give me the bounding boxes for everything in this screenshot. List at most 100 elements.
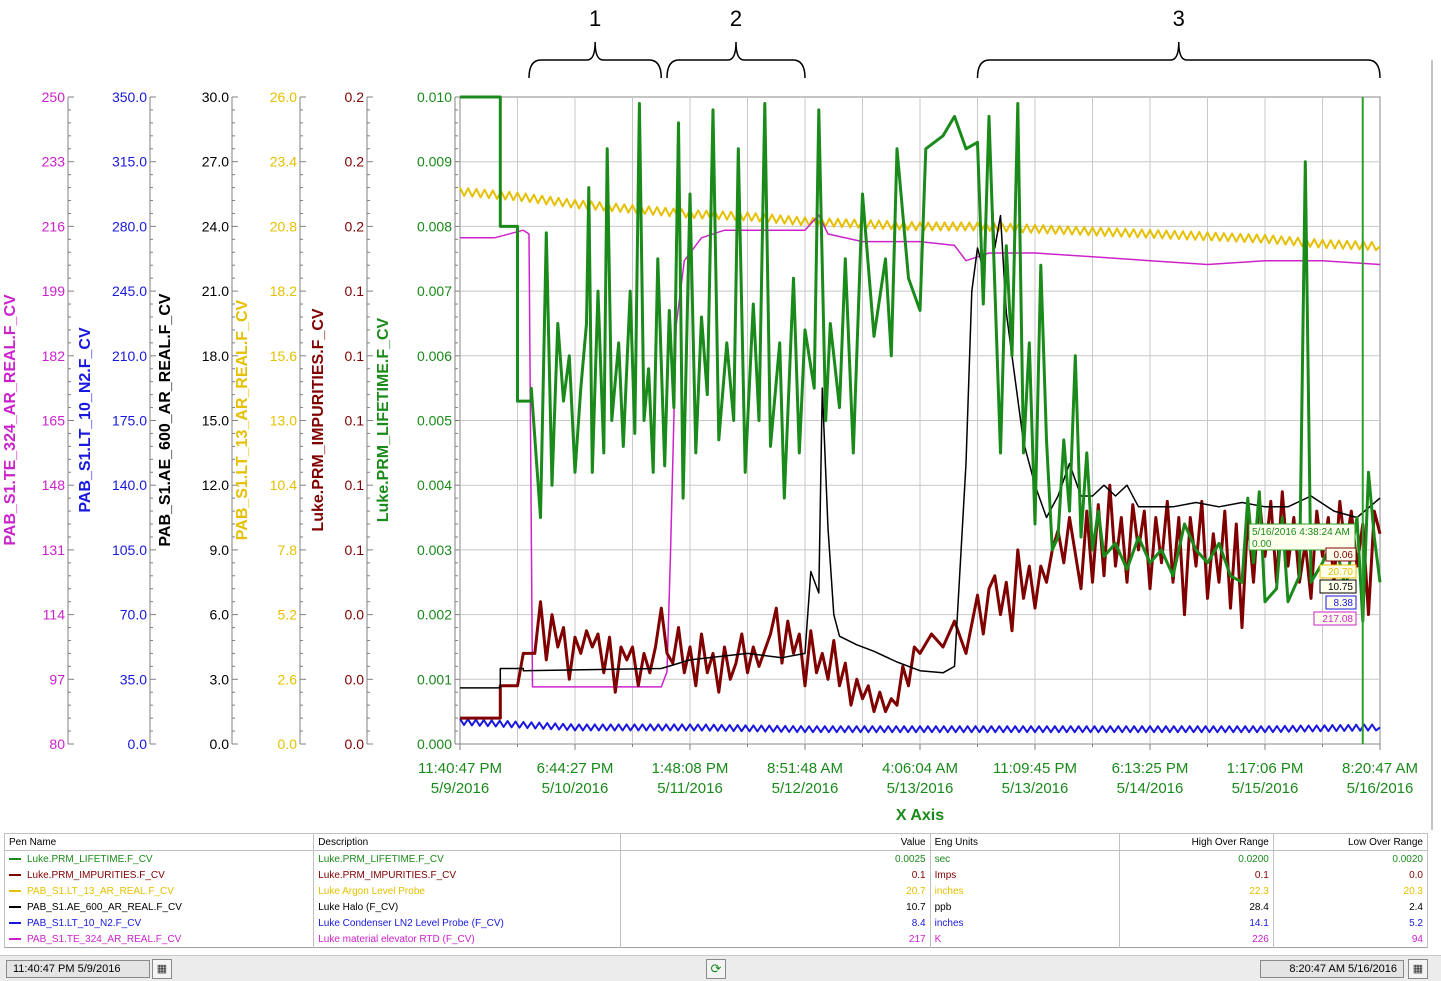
y-tick-label: 0.1 (345, 542, 365, 558)
pen-name: PAB_S1.LT_10_N2.F_CV (3, 915, 315, 931)
header-eng-units[interactable]: Eng Units (929, 833, 1120, 851)
pen-low-over-range-text: 2.4 (1409, 901, 1423, 913)
pen-eng-units: ppb (929, 899, 1120, 915)
y-tick-label: 165 (42, 413, 66, 429)
pen-description-text: Luke.PRM_LIFETIME.F_CV (318, 853, 444, 865)
y-tick-label: 6.0 (210, 607, 230, 623)
y-tick-label: 0.2 (345, 218, 365, 234)
pen-eng-units: sec (929, 850, 1120, 867)
pen-row[interactable]: PAB_S1.LT_10_N2.F_CV Luke Condenser LN2 L… (3, 915, 1429, 931)
y-tick-label: 35.0 (120, 671, 147, 687)
y-tick-label: 0.006 (417, 348, 452, 364)
pen-value-text: 20.7 (906, 885, 926, 897)
pen-eng-units-text: ppb (934, 901, 952, 913)
header-value[interactable]: Value (620, 833, 931, 851)
region-bracket (976, 41, 1381, 79)
pen-low-over-range-text: 0.0 (1409, 869, 1423, 881)
pen-eng-units-text: inches (934, 917, 964, 929)
end-time-box[interactable]: 8:20:47 AM 5/16/2016 (1260, 960, 1404, 978)
header-description[interactable]: Description (313, 833, 622, 851)
pen-low-over-range-text: 20.3 (1403, 885, 1423, 897)
end-calendar-icon[interactable]: ▦ (1408, 959, 1428, 979)
y-axis-title: Luke.PRM_LIFETIME.F_CV (375, 317, 392, 522)
y-tick-label: 0.005 (417, 413, 452, 429)
region-label: 1 (589, 6, 601, 31)
x-tick-label-time: 8:20:47 AM (1342, 760, 1418, 777)
cursor-value-label: 0.00 (1252, 539, 1272, 550)
y-tick-label: 0.2 (345, 154, 365, 170)
pen-row[interactable]: PAB_S1.AE_600_AR_REAL.F_CV Luke Halo (F_C… (3, 899, 1429, 915)
x-tick-label-date: 5/13/2016 (887, 780, 954, 797)
pen-eng-units-text: inches (934, 885, 964, 897)
x-tick-label-time: 6:44:27 PM (537, 760, 614, 777)
x-axis-title: X Axis (896, 807, 944, 824)
y-tick-label: 97 (49, 671, 65, 687)
y-tick-label: 5.2 (278, 607, 298, 623)
y-tick-label: 0.2 (345, 89, 365, 105)
annotations: 1 2 3 (528, 6, 1381, 79)
pen-high-over-range-text: 14.1 (1249, 917, 1269, 929)
pen-high-over-range: 28.4 (1118, 899, 1274, 915)
x-tick-label-date: 5/12/2016 (772, 780, 839, 797)
plot-grid (459, 60, 1433, 830)
start-time-box[interactable]: 11:40:47 PM 5/9/2016 (6, 960, 150, 978)
y-tick-label: 3.0 (210, 671, 230, 687)
header-low-over-range[interactable]: Low Over Range (1272, 833, 1429, 851)
pen-row[interactable]: Luke.PRM_LIFETIME.F_CV Luke.PRM_LIFETIME.… (3, 850, 1429, 867)
pen-high-over-range: 22.3 (1118, 883, 1274, 899)
pen-high-over-range-text: 226 (1252, 933, 1269, 945)
y-axis-title: PAB_S1.TE_324_AR_REAL.F_CV (2, 294, 19, 546)
y-tick-label: 0.1 (345, 477, 365, 493)
pen-eng-units-text: Imps (934, 869, 957, 881)
region-label: 2 (730, 6, 742, 31)
y-tick-label: 350.0 (112, 89, 147, 105)
cursor[interactable]: 5/16/2016 4:38:24 AM0.00 0.06 20.70 10.75 8.… (1248, 97, 1364, 744)
series-line (459, 718, 1381, 734)
y-axis-title: PAB_S1.LT_13_AR_REAL.F_CV (234, 299, 251, 540)
x-tick-label-time: 11:09:45 PM (993, 760, 1077, 777)
pen-color-swatch (9, 905, 21, 908)
x-tick-label-date: 5/15/2016 (1232, 780, 1299, 797)
y-tick-label: 2.6 (278, 671, 298, 687)
start-calendar-icon[interactable]: ▦ (152, 959, 172, 979)
pen-eng-units: inches (929, 915, 1120, 931)
y-tick-label: 27.0 (202, 154, 229, 170)
pen-value: 10.7 (620, 899, 931, 915)
pen-description-text: Luke material elevator RTD (F_CV) (318, 933, 475, 945)
pen-description-text: Luke Halo (F_CV) (318, 901, 399, 913)
pen-row[interactable]: Luke.PRM_IMPURITIES.F_CV Luke.PRM_IMPURIT… (3, 867, 1429, 883)
pen-row[interactable]: PAB_S1.TE_324_AR_REAL.F_CV Luke material … (3, 931, 1429, 948)
header-high-over-range[interactable]: High Over Range (1118, 833, 1274, 851)
y-tick-label: 105.0 (112, 542, 147, 558)
pen-description-text: Luke Condenser LN2 Level Probe (F_CV) (318, 917, 504, 929)
pen-description: Luke Halo (F_CV) (313, 899, 622, 915)
x-axis: 11:40:47 PM 5/9/2016 6:44:27 PM 5/10/2016 1:… (418, 744, 1418, 824)
cursor-time-label: 5/16/2016 4:38:24 AM (1252, 527, 1350, 538)
y-axes: 250 233 216 199 182 165 148 131 114 97 80 PAB_S1.TE… (2, 89, 461, 752)
y-tick-label: 0.010 (417, 89, 452, 105)
y-tick-label: 70.0 (120, 607, 147, 623)
y-axis-title: PAB_S1.LT_10_N2.F_CV (77, 327, 94, 513)
trend-chart[interactable]: 250 233 216 199 182 165 148 131 114 97 80 PAB_S1.TE… (0, 0, 1441, 830)
series-line (460, 214, 1381, 688)
pen-row[interactable]: PAB_S1.LT_13_AR_REAL.F_CV Luke Argon Leve… (3, 883, 1429, 899)
cursor-time-box (1248, 523, 1356, 551)
y-tick-label: 18.2 (270, 283, 297, 299)
y-tick-label: 131 (42, 542, 66, 558)
pen-high-over-range: 226 (1118, 931, 1274, 948)
cursor-tag-label: 20.70 (1328, 567, 1353, 578)
refresh-icon[interactable]: ⟳ (706, 959, 726, 979)
pen-low-over-range: 5.2 (1272, 915, 1429, 931)
x-tick-label-date: 5/11/2016 (657, 780, 723, 797)
pen-low-over-range: 94 (1272, 931, 1429, 948)
y-tick-label: 0.009 (417, 154, 452, 170)
series-lines (459, 95, 1382, 734)
cursor-tag-box (1325, 547, 1357, 562)
y-tick-label: 140.0 (112, 477, 147, 493)
cursor-tag-label: 10.75 (1328, 582, 1353, 593)
y-tick-label: 0.0 (278, 736, 298, 752)
pen-description: Luke.PRM_IMPURITIES.F_CV (313, 867, 622, 883)
header-pen-name[interactable]: Pen Name (3, 833, 315, 851)
y-tick-label: 0.003 (417, 542, 452, 558)
pen-color-swatch (9, 889, 21, 892)
